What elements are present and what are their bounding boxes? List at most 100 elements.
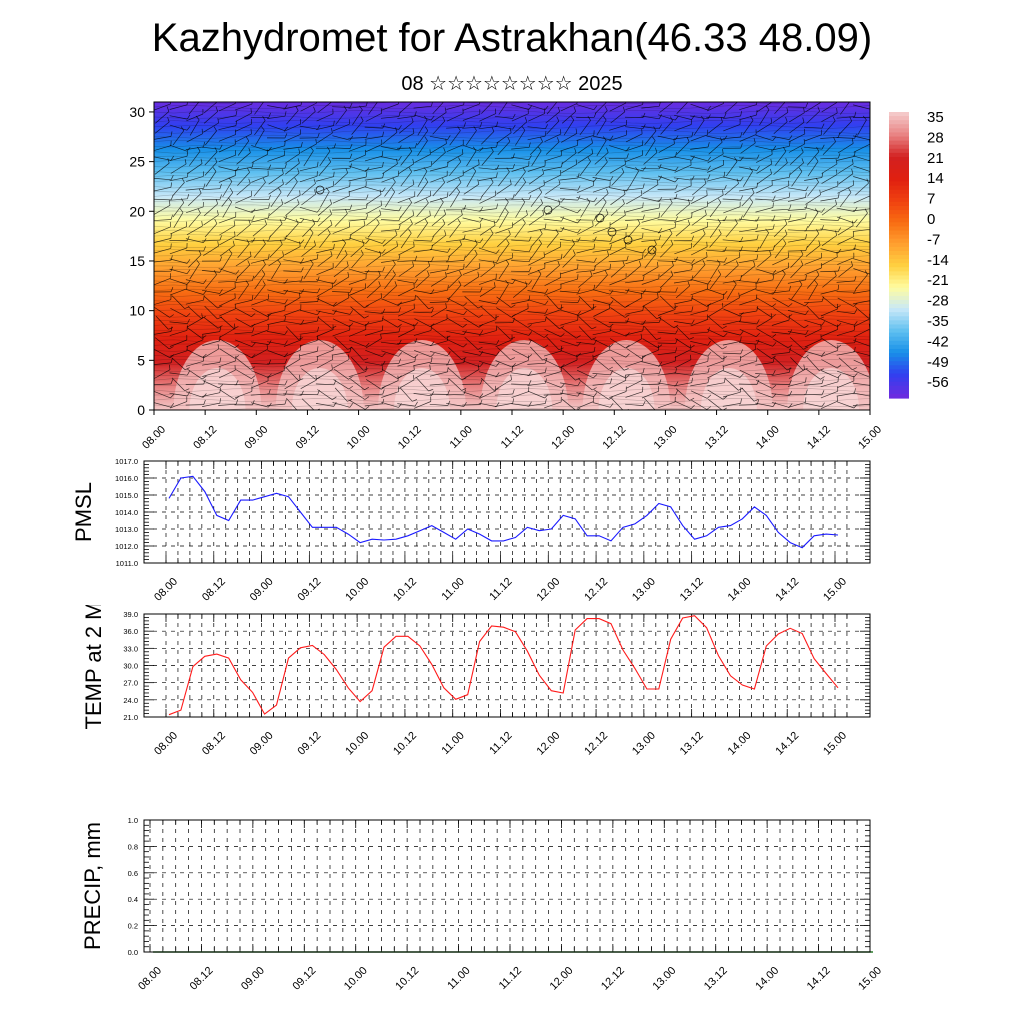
wind-barb-flag xyxy=(298,374,301,380)
wind-barb-flag xyxy=(181,177,185,183)
wind-barb xyxy=(771,208,790,211)
wind-barb-flag xyxy=(556,96,558,100)
wind-barb-flag xyxy=(544,288,549,294)
wind-barb-flag xyxy=(689,397,695,401)
wind-barb-flag xyxy=(691,235,694,241)
wind-barb xyxy=(446,104,464,110)
wind-barb xyxy=(364,136,383,140)
wind-barb-flag xyxy=(295,106,299,111)
wind-barb xyxy=(593,308,610,317)
wind-barb xyxy=(169,372,188,376)
x-tick-label: 08.12 xyxy=(200,730,228,758)
wind-barb xyxy=(690,246,708,256)
wind-barb xyxy=(413,340,432,346)
y-tick-label: 27.0 xyxy=(123,679,138,688)
wind-barb xyxy=(787,208,806,211)
wind-barb xyxy=(738,239,757,242)
wind-barb-flag xyxy=(184,388,190,392)
wind-barb xyxy=(755,362,774,366)
wind-barb xyxy=(448,244,462,258)
wind-barb xyxy=(398,121,414,134)
wind-barb xyxy=(234,238,253,243)
wind-barb-flag xyxy=(837,266,841,272)
wind-barb xyxy=(609,163,626,174)
x-tick-label: 11.12 xyxy=(499,424,526,451)
wind-barb xyxy=(334,387,348,402)
wind-barb xyxy=(301,368,317,380)
wind-barb-flag xyxy=(675,166,679,172)
wind-barb-flag xyxy=(871,250,874,254)
wind-barb xyxy=(674,247,692,255)
wind-barb-flag xyxy=(772,269,777,275)
colorbar-swatch xyxy=(889,393,909,399)
wind-barb xyxy=(267,155,285,162)
wind-barb xyxy=(527,362,546,365)
wind-barb-flag xyxy=(347,292,350,298)
wind-barb xyxy=(576,176,594,182)
wind-barb xyxy=(481,151,494,166)
wind-barb-flag xyxy=(463,204,467,210)
wind-barb xyxy=(218,297,236,307)
wind-barb xyxy=(641,290,660,293)
wind-barb xyxy=(625,144,643,152)
wind-barb xyxy=(722,115,741,120)
wind-barb xyxy=(234,299,253,305)
wind-barb-flag xyxy=(298,148,301,154)
wind-barb-flag xyxy=(170,266,174,272)
wind-barb-flag xyxy=(252,237,256,243)
wind-barb-flag xyxy=(295,219,299,224)
x-tick-label: 14.12 xyxy=(773,576,801,604)
wind-barb-flag xyxy=(317,124,321,130)
wind-barb-flag xyxy=(740,143,743,149)
wind-barb-flag xyxy=(492,96,494,101)
wind-barb xyxy=(463,369,480,380)
x-tick-label: 12.00 xyxy=(549,424,577,452)
wind-barb-flag xyxy=(658,124,662,129)
wind-barb xyxy=(154,162,170,175)
wind-barb-flag xyxy=(658,234,661,240)
wind-barb-flag xyxy=(640,292,643,298)
wind-barb-flag xyxy=(691,306,694,312)
wind-barb-flag xyxy=(245,280,249,285)
y-tick-label: 1015.0 xyxy=(115,491,138,500)
wind-barb xyxy=(286,110,299,125)
wind-barb xyxy=(299,331,318,335)
wind-barb-flag xyxy=(602,115,607,121)
wind-barb xyxy=(380,116,399,119)
wind-barb xyxy=(673,310,692,315)
wind-barb xyxy=(594,357,609,370)
wind-barb-flag xyxy=(447,285,449,291)
wind-barb-flag xyxy=(262,96,265,100)
wind-barb xyxy=(463,276,479,287)
wind-barb xyxy=(771,383,790,385)
wind-barb-flag xyxy=(168,327,174,330)
wind-barb-flag xyxy=(772,393,777,398)
wind-barb-flag xyxy=(496,372,500,377)
wind-barb-flag xyxy=(284,330,288,335)
wind-barb-flag xyxy=(203,295,205,301)
wind-barb xyxy=(723,256,740,266)
wind-barb-flag xyxy=(815,177,819,183)
wind-barb xyxy=(316,359,333,369)
wind-barb xyxy=(837,297,854,307)
wind-barb xyxy=(544,288,562,296)
wind-barb xyxy=(268,255,284,267)
wind-barb xyxy=(659,317,675,329)
wind-barb-flag xyxy=(814,208,819,213)
wind-barb xyxy=(496,184,512,195)
wind-barb-flag xyxy=(722,325,727,329)
wind-barb-flag xyxy=(457,126,461,131)
colorbar-swatch xyxy=(889,165,909,170)
wind-barb xyxy=(366,255,382,267)
wind-barb xyxy=(722,403,741,407)
wind-barb xyxy=(804,229,823,232)
wind-barb xyxy=(820,185,838,193)
wind-barb xyxy=(398,328,415,338)
wind-barb xyxy=(820,370,838,379)
wind-barb xyxy=(690,166,709,171)
wind-barb xyxy=(608,260,627,263)
wind-barb xyxy=(708,337,723,350)
wind-barb-flag xyxy=(284,104,288,109)
wind-barb xyxy=(316,349,334,358)
wind-barb xyxy=(187,306,202,319)
